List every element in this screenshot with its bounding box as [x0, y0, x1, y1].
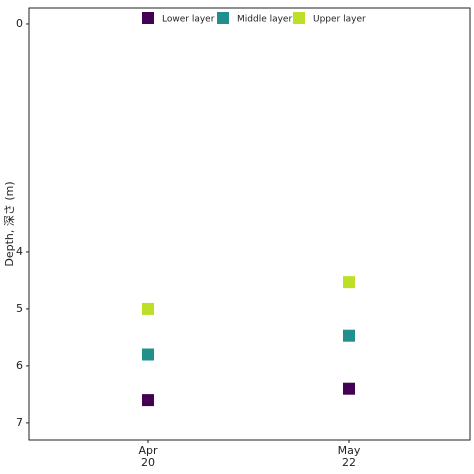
plot-frame: [28, 7, 471, 441]
y-tick-label: 4: [16, 245, 23, 258]
legend-label: Middle layer: [237, 15, 292, 25]
legend-swatch: [293, 12, 305, 24]
point: [343, 382, 355, 395]
point: [142, 394, 154, 407]
point: [142, 348, 154, 361]
x-tick-label: May 22: [337, 444, 361, 469]
x-tick-label: Apr 20: [138, 444, 158, 469]
y-axis-title: Depth, 深さ (m): [3, 181, 16, 266]
point: [142, 302, 154, 315]
legend-swatch: [142, 12, 154, 24]
y-tick-label: 7: [16, 416, 23, 429]
y-tick-label: 5: [16, 302, 23, 315]
y-tick-label: 0: [16, 17, 23, 30]
legend-swatch: [217, 12, 229, 24]
legend-label: Upper layer: [313, 15, 366, 25]
legend-label: Lower layer: [162, 15, 215, 25]
point: [343, 329, 355, 342]
point: [343, 276, 355, 289]
y-tick-label: 6: [16, 359, 23, 372]
